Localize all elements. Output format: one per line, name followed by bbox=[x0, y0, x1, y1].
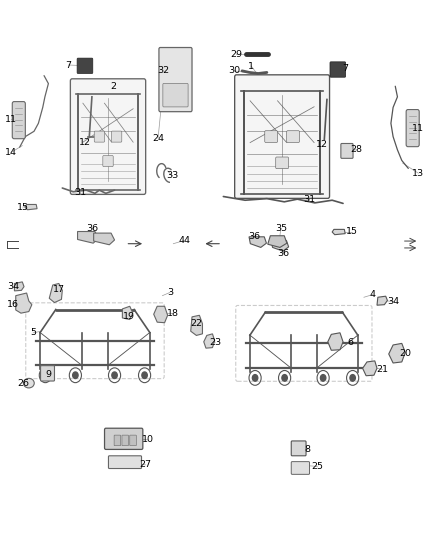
FancyBboxPatch shape bbox=[122, 435, 128, 446]
Text: 34: 34 bbox=[7, 282, 19, 291]
Polygon shape bbox=[25, 205, 37, 210]
Circle shape bbox=[350, 375, 355, 381]
Text: 7: 7 bbox=[342, 64, 348, 73]
Text: 36: 36 bbox=[249, 232, 261, 241]
FancyBboxPatch shape bbox=[291, 441, 306, 456]
Text: 31: 31 bbox=[74, 188, 86, 197]
FancyBboxPatch shape bbox=[163, 84, 188, 107]
Text: 28: 28 bbox=[350, 146, 362, 155]
Text: 2: 2 bbox=[111, 82, 117, 91]
Text: 23: 23 bbox=[209, 338, 221, 347]
Text: 34: 34 bbox=[387, 297, 399, 306]
Text: 33: 33 bbox=[166, 171, 179, 180]
Text: 35: 35 bbox=[275, 224, 287, 233]
Polygon shape bbox=[328, 333, 343, 350]
Text: 19: 19 bbox=[124, 312, 135, 321]
FancyBboxPatch shape bbox=[105, 428, 143, 449]
Polygon shape bbox=[332, 229, 345, 235]
Text: 16: 16 bbox=[7, 300, 19, 309]
Text: 31: 31 bbox=[304, 195, 316, 204]
Text: 13: 13 bbox=[412, 168, 424, 177]
Polygon shape bbox=[49, 284, 62, 303]
Polygon shape bbox=[271, 240, 289, 251]
Text: 22: 22 bbox=[190, 319, 202, 328]
FancyBboxPatch shape bbox=[109, 456, 141, 469]
FancyBboxPatch shape bbox=[159, 47, 192, 112]
Circle shape bbox=[252, 375, 258, 381]
Polygon shape bbox=[377, 296, 388, 305]
Text: 26: 26 bbox=[18, 378, 30, 387]
Circle shape bbox=[142, 372, 147, 378]
Circle shape bbox=[112, 372, 117, 378]
Text: 14: 14 bbox=[5, 148, 17, 157]
Text: 44: 44 bbox=[178, 236, 190, 245]
Text: 17: 17 bbox=[53, 285, 65, 294]
FancyBboxPatch shape bbox=[287, 131, 300, 142]
Circle shape bbox=[321, 375, 326, 381]
Text: 5: 5 bbox=[30, 328, 36, 337]
Polygon shape bbox=[268, 236, 287, 247]
Circle shape bbox=[73, 372, 78, 378]
Polygon shape bbox=[94, 233, 115, 245]
Polygon shape bbox=[204, 334, 215, 348]
FancyBboxPatch shape bbox=[406, 110, 419, 147]
Text: 36: 36 bbox=[277, 249, 290, 258]
FancyBboxPatch shape bbox=[291, 462, 310, 474]
Polygon shape bbox=[389, 343, 405, 363]
Polygon shape bbox=[122, 306, 133, 319]
Text: 21: 21 bbox=[377, 365, 389, 374]
Text: 1: 1 bbox=[248, 62, 254, 70]
FancyBboxPatch shape bbox=[77, 58, 93, 74]
Polygon shape bbox=[191, 316, 202, 335]
Polygon shape bbox=[154, 306, 168, 322]
Text: 8: 8 bbox=[304, 445, 311, 454]
FancyBboxPatch shape bbox=[71, 79, 146, 195]
FancyBboxPatch shape bbox=[265, 131, 278, 142]
Text: 15: 15 bbox=[346, 227, 358, 236]
Text: 11: 11 bbox=[5, 115, 17, 124]
Circle shape bbox=[282, 375, 287, 381]
Text: 15: 15 bbox=[17, 203, 29, 212]
Text: 27: 27 bbox=[139, 461, 152, 469]
Ellipse shape bbox=[23, 378, 34, 388]
Text: 32: 32 bbox=[157, 66, 170, 75]
Polygon shape bbox=[14, 282, 24, 291]
FancyBboxPatch shape bbox=[130, 435, 136, 446]
Text: 6: 6 bbox=[347, 338, 353, 348]
Text: 10: 10 bbox=[141, 435, 154, 445]
FancyBboxPatch shape bbox=[235, 75, 329, 198]
Text: 30: 30 bbox=[228, 66, 240, 75]
Text: 12: 12 bbox=[316, 140, 328, 149]
Text: 20: 20 bbox=[399, 350, 411, 359]
FancyBboxPatch shape bbox=[341, 143, 353, 158]
FancyBboxPatch shape bbox=[12, 102, 25, 139]
Text: 7: 7 bbox=[65, 61, 71, 69]
FancyBboxPatch shape bbox=[41, 366, 54, 381]
Polygon shape bbox=[78, 231, 99, 243]
Text: 18: 18 bbox=[166, 309, 178, 318]
Polygon shape bbox=[16, 293, 32, 313]
FancyBboxPatch shape bbox=[330, 62, 346, 77]
Text: 12: 12 bbox=[79, 138, 92, 147]
Text: 29: 29 bbox=[230, 50, 242, 59]
Text: 25: 25 bbox=[311, 462, 323, 471]
Polygon shape bbox=[363, 361, 377, 376]
FancyBboxPatch shape bbox=[103, 156, 113, 167]
FancyBboxPatch shape bbox=[94, 131, 105, 142]
FancyBboxPatch shape bbox=[111, 131, 122, 142]
Text: 3: 3 bbox=[167, 288, 173, 297]
FancyBboxPatch shape bbox=[114, 435, 120, 446]
Text: 11: 11 bbox=[412, 124, 424, 133]
Text: 9: 9 bbox=[45, 370, 51, 379]
Polygon shape bbox=[249, 237, 266, 247]
Text: 36: 36 bbox=[86, 224, 99, 233]
Circle shape bbox=[42, 372, 48, 378]
Text: 4: 4 bbox=[370, 290, 376, 299]
FancyBboxPatch shape bbox=[276, 157, 289, 168]
Text: 24: 24 bbox=[152, 134, 164, 143]
